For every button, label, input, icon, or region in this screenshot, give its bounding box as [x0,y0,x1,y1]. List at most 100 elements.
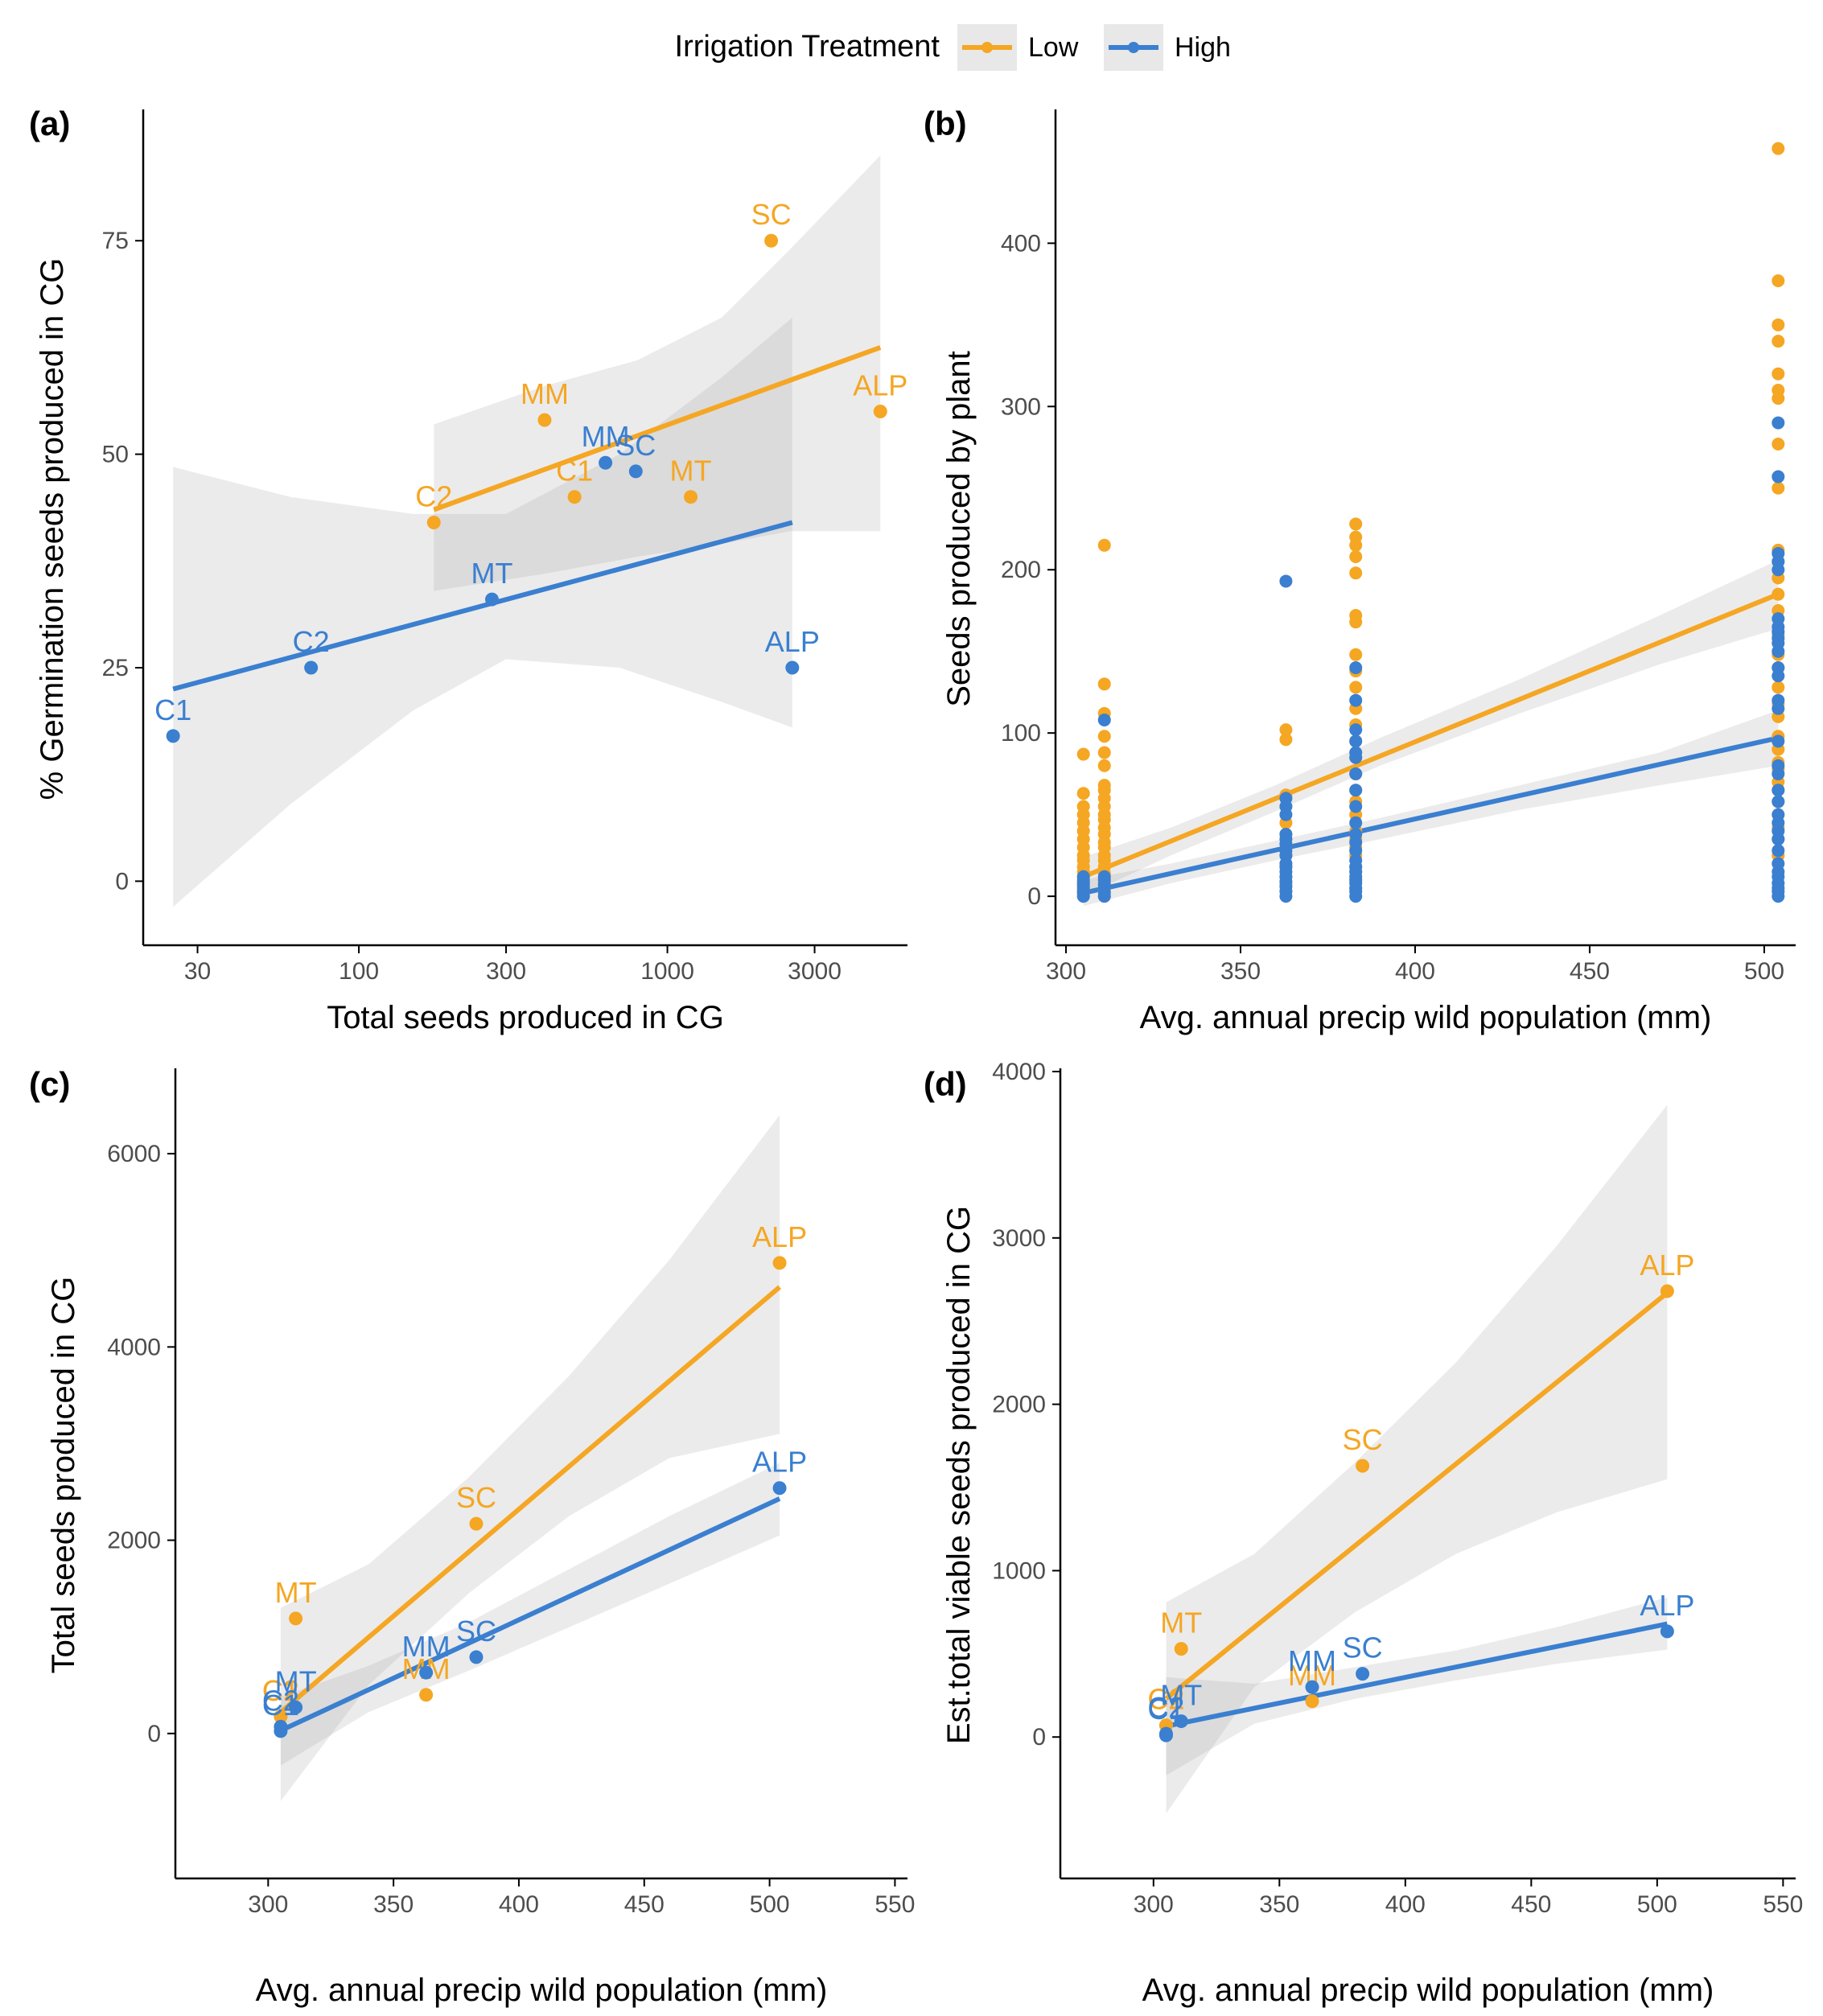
panel-c-point-high [469,1650,484,1664]
legend-title: Irrigation Treatment [675,30,940,64]
panel-d-x-tick-label: 400 [1385,1891,1426,1918]
panel-b-point-low [1349,609,1363,623]
panel-d-fit-line-low [1164,1290,1669,1701]
panel-c-x-tick-label: 350 [373,1891,414,1918]
panel-b-point-high [1279,828,1293,841]
panel-b-point-low [1076,787,1090,800]
panel-c-point-low [289,1611,303,1626]
panel-b-y-tick-label: 100 [1001,720,1041,747]
panel-b-point-high [1772,734,1785,748]
panel-d-point-label-low: SC [1343,1423,1383,1456]
panel-b-x-tick-label: 500 [1744,958,1784,985]
panel-d-point-high [1660,1624,1674,1639]
panel-c-point-label-high: ALP [752,1446,807,1479]
panel-b-point-high [1097,870,1111,883]
panel-b-point-high [1349,746,1363,759]
panel-d-point-label-high: SC [1343,1631,1383,1664]
panel-c-point-label-high: MT [275,1664,317,1697]
panel-c-point-low [772,1256,787,1270]
panel-b-point-high [1772,844,1785,858]
panel-c-y-tick-label: 2000 [107,1528,161,1554]
panel-b-x-tick-label: 400 [1395,958,1435,985]
panel-d-band-low [1166,1105,1668,1814]
panel-b-point-high [1349,723,1363,737]
panel-c-point-high [772,1481,787,1496]
panel-c-point-low [274,1709,288,1724]
panel-b-point-low [1349,681,1363,694]
panel-a-fit-line-low [433,345,882,512]
panel-c: (c) 300 350 400 450 500 550 0 2000 4000 6000 Avg. a… [29,1065,915,2008]
panel-d-y-tick-label: 0 [1032,1724,1046,1751]
panel-a-x-tick-label: 300 [486,958,526,985]
panel-c-y-tick-label: 6000 [107,1141,161,1167]
panel-b-point-high [1349,767,1363,780]
panel-d-point-label-high: MT [1160,1679,1202,1712]
panel-d-point-high [1356,1667,1370,1681]
panel-b-y-axis-label: Seeds produced by plant [941,351,977,707]
panel-b-point-low [1772,437,1785,451]
panel-c-point-label-low: SC [456,1481,496,1514]
panel-a-point-high [304,660,319,675]
panel-c-x-tick-label: 400 [499,1891,539,1918]
panel-a-y-axis-label: % Germination seeds produced in CG [35,258,70,800]
panel-b-y-tick-label: 0 [1027,883,1041,910]
panel-d-band-high [1166,1597,1668,1775]
panel-d-point-low [1356,1459,1370,1473]
legend-label-high: High [1175,32,1231,63]
panel-a-x-tick-label: 100 [339,958,379,985]
panel-a-point-label-low: ALP [853,369,907,402]
panel-b-point-low [1097,677,1111,691]
panel-b-point-high [1772,808,1785,821]
panel-a-point-low [684,490,698,504]
panel-c-point-label-high: SC [456,1615,496,1648]
panel-d-point-label-high: ALP [1640,1589,1694,1622]
panel-b-point-low [1772,274,1785,288]
panel-b-point-low [1097,759,1111,772]
panel-d-x-tick-label: 300 [1134,1891,1174,1918]
panel-a-point-low [537,413,552,427]
panel-b-point-high [1076,870,1090,883]
panel-c-band-low [280,1115,780,1801]
panel-d-tag: (d) [924,1065,967,1103]
panel-b-point-high [1279,574,1293,588]
panel-d-y-tick-label: 3000 [992,1225,1046,1252]
panel-b-point-low [1349,566,1363,580]
panel-c-y-tick-label: 4000 [107,1334,161,1360]
panel-a-point-high [785,660,800,675]
panel-d-point-low [1305,1694,1319,1709]
panel-b-point-low [1349,550,1363,563]
panel-a: (a) 30 100 300 1000 3000 0 25 50 75 Total seeds pr… [29,105,907,1035]
panel-d-x-tick-label: 500 [1637,1891,1677,1918]
panel-b-point-high [1349,854,1363,867]
panel-a-y-tick-label: 25 [102,655,129,681]
panel-b-x-tick-label: 450 [1570,958,1610,985]
panel-a-point-label-high: C2 [293,625,330,658]
panel-d-y-tick-label: 2000 [992,1392,1046,1418]
panel-c-x-tick-label: 450 [624,1891,665,1918]
panel-b-point-low [1349,530,1363,544]
panel-a-x-tick-label: 1000 [640,958,694,985]
panel-c-point-low [419,1688,434,1702]
panel-d-point-low [1660,1284,1674,1298]
panel-d-y-tick-label: 4000 [992,1059,1046,1085]
panel-b-point-high [1772,693,1785,707]
panel-b-x-tick-label: 350 [1220,958,1261,985]
panel-c-point-label-low: ALP [752,1220,807,1253]
panel-b-point-high [1772,759,1785,772]
legend-key-high-point [1128,42,1139,53]
panel-a-point-label-high: ALP [765,625,820,658]
panel-b-point-high [1349,693,1363,707]
panel-a-y-tick-label: 75 [102,228,129,254]
panel-a-x-tick-label: 3000 [788,958,842,985]
panel-d-y-axis-label: Est.total viable seeds produced in CG [941,1206,977,1744]
panel-b-point-low [1097,730,1111,743]
panel-b-y-tick-label: 300 [1001,393,1041,420]
panel-d-x-tick-label: 450 [1511,1891,1551,1918]
panel-d-point-label-low: ALP [1640,1249,1694,1282]
legend: Irrigation Treatment Low High [675,24,1231,71]
panel-b-point-high [1772,661,1785,674]
panel-b-point-high [1349,661,1363,674]
panel-a-point-low [873,405,887,419]
panel-d-point-label-low: MT [1160,1607,1202,1640]
panel-c-x-tick-label: 500 [750,1891,790,1918]
